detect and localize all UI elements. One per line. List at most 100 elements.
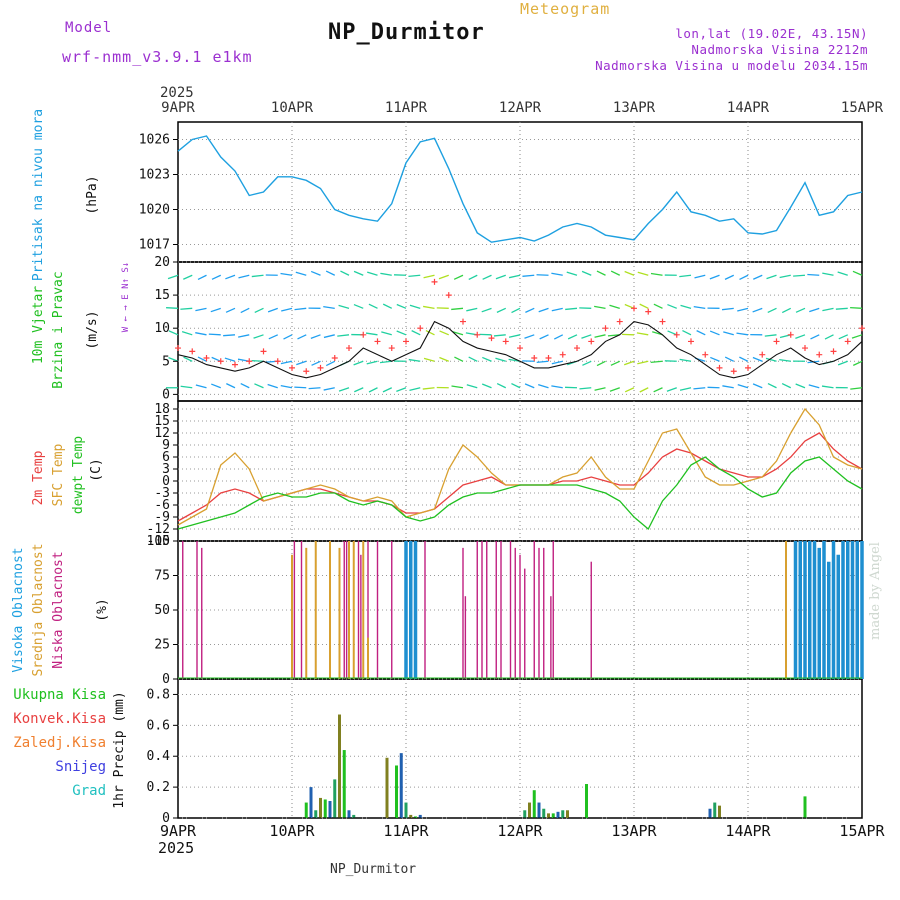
year-top: 2025 xyxy=(160,85,194,101)
wind-arrow xyxy=(551,272,563,276)
wind-arrow xyxy=(837,271,848,276)
elevation-label: Nadmorska Visina 2212m xyxy=(691,42,868,57)
wind-arrow xyxy=(666,387,677,392)
gust-marker xyxy=(175,345,181,352)
gust-marker xyxy=(203,354,210,361)
precip-bar xyxy=(409,814,413,818)
wind-arrow xyxy=(793,274,806,277)
bottom-tick-label: 15APR xyxy=(839,822,885,840)
wind-arrow xyxy=(693,305,706,309)
gust-marker xyxy=(773,338,780,345)
gust-marker xyxy=(659,318,666,325)
wind-arrow xyxy=(511,382,521,389)
wind-arrow xyxy=(195,384,207,389)
model-label: Model xyxy=(65,20,113,36)
wind-arrow xyxy=(822,272,834,276)
wind-arrow xyxy=(566,271,578,276)
precip-bar xyxy=(708,808,712,818)
wind-arrow xyxy=(454,356,464,362)
wind-arrow xyxy=(524,334,535,339)
y-tick-label: -12 xyxy=(147,522,170,537)
wind-arrow xyxy=(779,358,791,362)
wind-arrow xyxy=(610,360,621,366)
wind-arrow xyxy=(482,274,492,280)
wind-arrow xyxy=(737,307,749,312)
precip-bar xyxy=(556,811,560,818)
wind-arrow xyxy=(821,385,834,389)
gust-marker xyxy=(260,348,267,355)
wind-label-1: 10m Vjetar xyxy=(31,286,46,364)
wind-arrow xyxy=(508,334,521,338)
wind-arrow xyxy=(466,307,478,312)
y-tick-label: 10 xyxy=(154,321,170,336)
gust-marker xyxy=(802,345,808,352)
gust-marker xyxy=(460,318,466,325)
gust-marker xyxy=(531,354,538,361)
y-tick-label: 0 xyxy=(162,387,170,402)
precip-bar xyxy=(713,802,717,818)
wind-arrow xyxy=(197,274,207,281)
wind-arrow xyxy=(211,356,222,362)
wind-arrow xyxy=(710,356,720,362)
wind-arrow xyxy=(168,356,179,362)
precip-bar xyxy=(342,750,346,818)
wind-arrow xyxy=(253,334,264,339)
wind-arrow xyxy=(310,270,321,276)
wind-arrow xyxy=(167,274,179,280)
wind-arrow xyxy=(637,271,649,276)
wind-arrow xyxy=(295,271,307,276)
wind-arrow xyxy=(493,334,506,337)
wind-arrow xyxy=(183,274,193,280)
wind-arrow xyxy=(423,305,435,309)
precip-bar xyxy=(537,802,541,818)
y-tick-label: 15 xyxy=(154,414,170,429)
wind-arrow xyxy=(211,274,222,280)
gust-marker xyxy=(189,348,196,355)
wind-arrow xyxy=(481,307,492,313)
lonlat-label: lon,lat (19.02E, 43.15N) xyxy=(675,26,868,41)
top-tick-label: 13APR xyxy=(613,100,656,116)
gust-marker xyxy=(559,351,566,358)
wind-arrow xyxy=(451,307,464,311)
wind-arrow xyxy=(195,332,207,336)
wind-arrow xyxy=(623,360,635,366)
wind-arrow xyxy=(453,274,464,280)
y-tick-label: 20 xyxy=(154,255,170,270)
wind-arrow xyxy=(837,360,848,366)
wind-arrow xyxy=(283,334,293,340)
y-tick-label: 1026 xyxy=(139,133,170,148)
y-tick-label: 3 xyxy=(162,462,170,477)
wind-arrow xyxy=(609,304,620,309)
wind-arrow xyxy=(468,274,478,281)
wind-arrow xyxy=(496,307,507,313)
wind-arrow xyxy=(310,334,321,339)
y-tick-label: 1023 xyxy=(139,168,170,183)
precip-legend-item: Konvek.Kisa xyxy=(13,711,106,727)
wind-arrow xyxy=(808,384,820,389)
wind-arrow xyxy=(325,270,336,276)
wind-arrow xyxy=(609,387,620,392)
wind-label-2: Brzina i Pravac xyxy=(51,271,66,388)
y-tick-label: 18 xyxy=(154,402,170,417)
wind-arrow xyxy=(852,360,863,366)
y-ticks: 1026102310201017201510501815129630-3-6-9… xyxy=(139,133,178,826)
precip-bar xyxy=(304,802,308,818)
wind-arrow xyxy=(752,356,763,362)
wind-arrow xyxy=(425,330,435,336)
gust-marker xyxy=(816,351,823,358)
wind-arrow xyxy=(567,334,578,340)
precip-bar xyxy=(395,765,398,818)
precip-bar xyxy=(542,808,546,818)
wind-arrow xyxy=(667,330,678,336)
wind-arrow xyxy=(238,274,250,279)
wind-arrow xyxy=(451,385,464,389)
precip-bar xyxy=(528,802,531,818)
wind-arrow xyxy=(280,360,293,365)
wind-arrow xyxy=(439,330,450,336)
wind-arrow xyxy=(653,303,663,309)
panel-grids xyxy=(178,122,862,819)
wind-arrow xyxy=(551,385,563,389)
wind-arrow xyxy=(795,383,806,389)
wind-arrow xyxy=(223,334,236,337)
wind-arrow xyxy=(382,387,393,393)
